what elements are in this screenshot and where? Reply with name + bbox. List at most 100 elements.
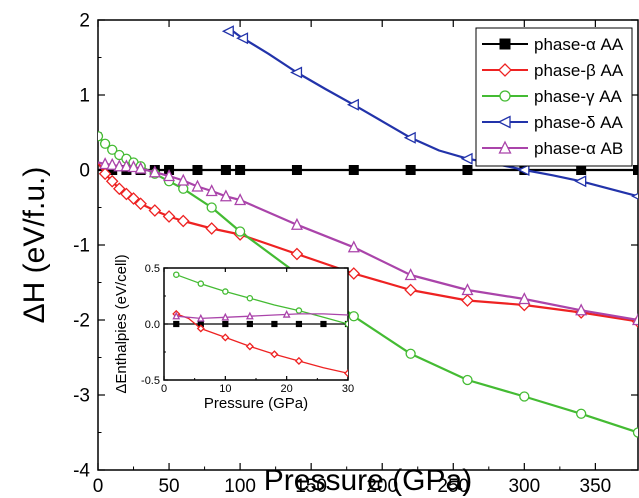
- main-y-tick-label: -1: [73, 236, 90, 257]
- legend-label-4: phase-α AB: [534, 139, 623, 158]
- inset-series-point-3: [282, 309, 291, 318]
- main-series-point-0: [235, 165, 246, 175]
- main-series-point-0: [220, 165, 231, 175]
- main-series-point-4: [205, 184, 218, 197]
- legend-marker-2: [499, 90, 511, 102]
- main-series-point-4: [134, 161, 147, 174]
- inset-series-point-2: [344, 320, 348, 328]
- inset-series-point-1: [196, 324, 205, 333]
- main-series-point-0: [348, 165, 359, 175]
- main-series-point-1: [404, 283, 417, 297]
- inset-series-point-0: [222, 320, 229, 328]
- inset-series-point-2: [222, 288, 229, 295]
- main-series-point-4: [518, 292, 531, 305]
- main-series-point-3: [221, 25, 234, 38]
- main-series-point-4: [148, 165, 161, 178]
- main-series-point-0: [462, 165, 473, 175]
- inset-series-point-0: [271, 320, 278, 328]
- main-series-point-3: [574, 175, 587, 188]
- main-series-point-3: [460, 152, 473, 165]
- main-series-point-1: [162, 210, 176, 223]
- inset-series-point-2: [295, 307, 303, 314]
- legend-marker-0: [499, 38, 511, 50]
- inset-series-point-0: [295, 320, 303, 328]
- main-series-point-1: [98, 167, 112, 181]
- main-x-tick-label: 150: [295, 476, 327, 497]
- main-series-point-0: [633, 165, 638, 175]
- main-series-point-4: [106, 157, 119, 170]
- main-series-point-3: [517, 163, 530, 177]
- inset-x-tick-label: 20: [281, 383, 293, 395]
- main-y-tick-label: -3: [73, 386, 90, 407]
- inset-y-tick-label: -0.5: [141, 375, 160, 387]
- main-series-point-1: [461, 294, 474, 307]
- main-series-point-3: [631, 192, 638, 200]
- inset-series-point-2: [246, 294, 254, 302]
- main-y-tick-label: 0: [79, 161, 90, 182]
- inset-y-tick-label: 0.5: [145, 263, 160, 275]
- inset-series-point-1: [245, 342, 254, 351]
- inset-series-point-3: [196, 313, 205, 322]
- main-series-point-1: [148, 204, 162, 217]
- main-series-point-4: [120, 159, 133, 172]
- inset-series-point-1: [270, 350, 279, 359]
- main-x-tick-label: 300: [508, 476, 540, 497]
- inset-series-point-0: [173, 320, 180, 328]
- main-series-point-2: [348, 311, 359, 322]
- inset-x-tick-label: 10: [219, 383, 231, 395]
- main-series-point-4: [347, 240, 360, 253]
- main-series-point-0: [291, 165, 302, 175]
- main-x-tick-label: 200: [366, 476, 398, 497]
- main-series-point-4: [127, 160, 140, 173]
- inset-y-tick-label: 0.0: [145, 319, 160, 331]
- main-y-tick-label: 2: [79, 11, 90, 32]
- legend-marker-4: [498, 140, 512, 154]
- main-x-tick-label: 0: [93, 476, 104, 497]
- inset-series-point-2: [173, 271, 180, 278]
- inset-x-tick-label: 0: [161, 383, 167, 395]
- inset-series-point-1: [294, 356, 303, 365]
- legend: phase-α AA phase-β AA phase-γ AA phase-δ AA…: [475, 27, 633, 167]
- main-series-line-3: [232, 30, 638, 198]
- main-series-point-2: [405, 348, 416, 359]
- main-series-point-2: [519, 391, 530, 402]
- legend-label-1: phase-β AA: [534, 61, 624, 80]
- main-series-point-2: [107, 144, 118, 155]
- inset-series-line-2: [176, 274, 348, 325]
- inset-x-tick-label: 30: [342, 383, 354, 395]
- inset-series-point-3: [221, 312, 230, 321]
- main-series-point-4: [177, 173, 190, 186]
- main-series-point-1: [205, 222, 219, 235]
- main-y-tick-label: 1: [79, 86, 90, 107]
- inset-series-point-3: [245, 311, 254, 320]
- main-series-point-3: [403, 131, 416, 144]
- main-series-point-1: [347, 267, 361, 280]
- main-series-point-2: [576, 408, 587, 419]
- main-x-tick-label: 50: [158, 476, 179, 497]
- inset-series-group: [164, 271, 348, 378]
- main-y-axis-label: ΔH (eV/f.u.): [18, 167, 51, 324]
- main-series-point-1: [112, 182, 126, 196]
- main-series-point-4: [113, 159, 126, 172]
- main-series-point-4: [163, 169, 176, 182]
- legend-marker-3: [497, 115, 511, 129]
- legend-marker-1: [498, 63, 512, 77]
- main-y-tick-label: -2: [73, 311, 90, 332]
- legend-label-2: phase-γ AA: [534, 87, 623, 106]
- main-series-point-2: [234, 226, 246, 237]
- main-series-point-4: [191, 179, 204, 192]
- main-series-point-2: [632, 427, 638, 438]
- main-series-point-3: [346, 98, 359, 111]
- inset-y-axis-label: ΔEnthalpies (eV/cell): [113, 254, 130, 393]
- inset-series-point-1: [343, 369, 348, 378]
- main-series-group: [98, 25, 638, 438]
- inset-series-point-3: [172, 311, 181, 320]
- main-series-point-0: [576, 165, 587, 175]
- main-series-point-4: [219, 189, 232, 202]
- main-series-clip: [98, 25, 638, 438]
- main-series-point-1: [127, 192, 140, 205]
- main-series-point-2: [462, 374, 473, 386]
- main-series-point-4: [404, 268, 417, 281]
- main-series-point-2: [99, 138, 111, 149]
